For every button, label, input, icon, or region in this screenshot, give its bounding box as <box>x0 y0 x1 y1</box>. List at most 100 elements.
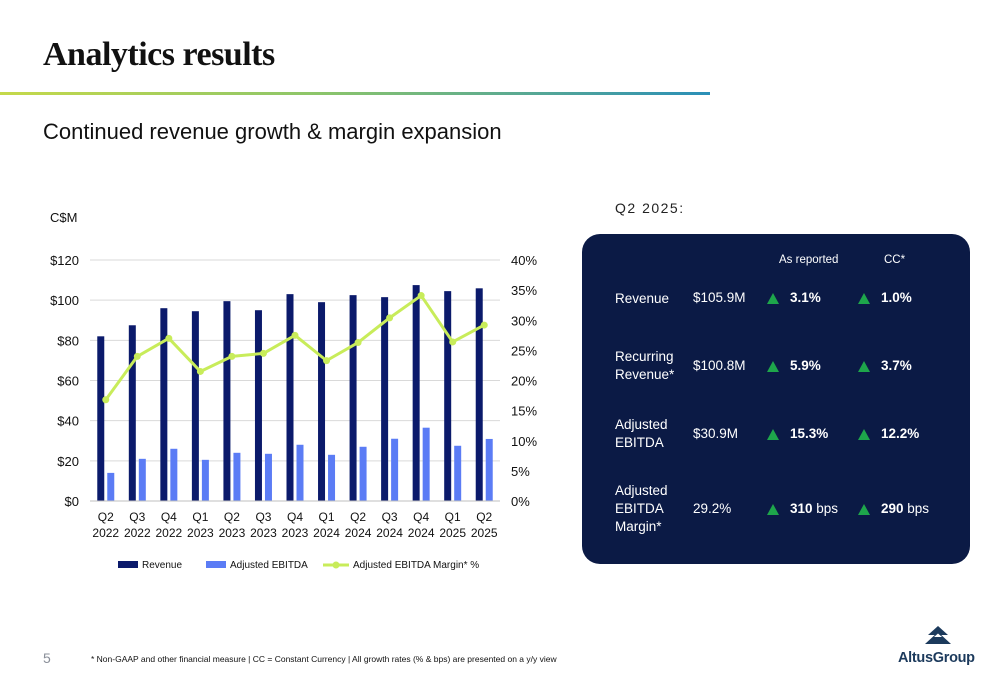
y-right-tick-label: 40% <box>511 253 537 268</box>
y-left-tick-label: $100 <box>50 293 79 308</box>
margin-point <box>417 292 425 300</box>
revenue-bar <box>349 295 357 501</box>
up-arrow-icon <box>858 504 870 515</box>
x-tick-label-year: 2022 <box>124 526 151 540</box>
margin-point <box>102 396 110 404</box>
x-tick-label-quarter: Q2 <box>476 510 492 524</box>
margin-point <box>196 367 204 375</box>
x-tick-label-quarter: Q4 <box>413 510 429 524</box>
x-tick-label-year: 2024 <box>313 526 340 540</box>
margin-point <box>291 331 299 339</box>
revenue-bar <box>223 301 231 501</box>
adjusted-ebitda-bar <box>328 454 336 501</box>
margin-point <box>354 339 362 347</box>
margin-point <box>449 338 457 346</box>
y-right-tick-label: 35% <box>511 283 537 298</box>
adjusted-ebitda-bar <box>264 453 272 501</box>
kpi-reported-recurring-revenue: 5.9% <box>790 358 821 373</box>
up-arrow-icon <box>858 293 870 304</box>
up-arrow-icon <box>767 504 779 515</box>
revenue-bar <box>97 336 105 501</box>
up-arrow-icon <box>767 361 779 372</box>
title-underline <box>0 92 710 95</box>
kpi-label-adjusted-ebitda: Adjusted EBITDA <box>615 417 668 450</box>
legend-marker-margin <box>332 561 340 569</box>
y-right-tick-label: 5% <box>511 464 530 479</box>
x-tick-label-quarter: Q4 <box>287 510 303 524</box>
revenue-bar <box>412 285 420 501</box>
y-left-tick-label: $60 <box>57 374 79 389</box>
adjusted-ebitda-bar <box>138 458 146 501</box>
up-arrow-icon <box>767 293 779 304</box>
margin-point <box>228 352 236 360</box>
up-arrow-icon <box>858 361 870 372</box>
x-tick-label-year: 2023 <box>219 526 246 540</box>
x-tick-label-quarter: Q3 <box>255 510 271 524</box>
adjusted-ebitda-bar <box>107 472 115 501</box>
adjusted-ebitda-bar <box>201 459 209 501</box>
kpi-label-revenue: Revenue <box>615 291 670 306</box>
revenue-bar <box>286 294 294 501</box>
kpi-value-revenue: $105.9M <box>693 290 746 305</box>
legend-label-revenue: Revenue <box>142 560 182 571</box>
kpi-value-recurring-revenue: $100.8M <box>693 358 746 373</box>
margin-point <box>133 352 141 360</box>
adjusted-ebitda-bar <box>170 448 178 501</box>
x-tick-label-quarter: Q3 <box>129 510 145 524</box>
adjusted-ebitda-bar <box>233 452 241 501</box>
revenue-bar <box>381 297 389 501</box>
x-tick-label-quarter: Q1 <box>445 510 461 524</box>
revenue-ebitda-chart: C$M $0 $20 $40 $60 $80 $100 $120 0% 5% 10% 15% 20% 25… <box>50 210 537 571</box>
x-tick-label-quarter: Q3 <box>382 510 398 524</box>
header-cc: CC* <box>884 254 906 266</box>
y-right-tick-label: 25% <box>511 343 537 358</box>
x-tick-label-quarter: Q2 <box>350 510 366 524</box>
kpi-value-adjusted-ebitda-margin: 29.2% <box>693 501 732 516</box>
x-tick-label-quarter: Q1 <box>319 510 335 524</box>
page-subtitle: Continued revenue growth & margin expans… <box>43 119 502 144</box>
margin-point <box>480 321 488 329</box>
y-left-tick-label: $120 <box>50 253 79 268</box>
adjusted-ebitda-bar <box>454 445 462 501</box>
header-as-reported: As reported <box>779 254 839 266</box>
legend-swatch-revenue <box>118 561 138 568</box>
footnote: * Non-GAAP and other financial measure |… <box>91 654 557 664</box>
kpi-label-recurring-revenue: Recurring Revenue* <box>615 349 675 382</box>
kpi-cc-recurring-revenue: 3.7% <box>881 358 912 373</box>
y-right-tick-label: 30% <box>511 313 537 328</box>
x-tick-label-year: 2025 <box>439 526 466 540</box>
x-tick-label-quarter: Q1 <box>192 510 208 524</box>
revenue-bar <box>444 291 452 501</box>
revenue-bar <box>475 288 483 501</box>
kpi-value-adjusted-ebitda: $30.9M <box>693 426 739 441</box>
margin-point <box>323 357 331 365</box>
y-left-tick-label: $20 <box>57 454 79 469</box>
margin-point <box>386 314 394 322</box>
x-tick-label-year: 2023 <box>250 526 277 540</box>
revenue-bar <box>254 310 262 501</box>
x-tick-label-year: 2025 <box>471 526 498 540</box>
logo-mountain-icon <box>925 626 951 644</box>
logo-wordmark: AltusGroup <box>898 650 975 666</box>
x-tick-label-year: 2024 <box>345 526 372 540</box>
adjusted-ebitda-bar <box>391 438 399 501</box>
adjusted-ebitda-bar <box>485 438 493 501</box>
x-tick-label-year: 2022 <box>155 526 182 540</box>
page-number: 5 <box>43 650 51 666</box>
y-right-tick-label: 0% <box>511 494 530 509</box>
page-title: Analytics results <box>43 36 275 73</box>
kpi-reported-revenue: 3.1% <box>790 290 821 305</box>
y-left-tick-label: $0 <box>65 494 79 509</box>
revenue-bar <box>160 308 168 501</box>
adjusted-ebitda-bar <box>296 444 304 501</box>
x-tick-label-quarter: Q2 <box>224 510 240 524</box>
margin-point <box>259 349 267 357</box>
kpi-reported-adjusted-ebitda-margin: 310 bps <box>790 501 839 516</box>
x-tick-label-year: 2023 <box>282 526 309 540</box>
legend-label-adjusted-ebitda: Adjusted EBITDA <box>230 560 308 571</box>
margin-point <box>165 334 173 342</box>
kpi-reported-adjusted-ebitda: 15.3% <box>790 426 829 441</box>
revenue-bar <box>128 325 136 501</box>
y-axis-unit-label: C$M <box>50 210 77 225</box>
legend-swatch-adjusted-ebitda <box>206 561 226 568</box>
